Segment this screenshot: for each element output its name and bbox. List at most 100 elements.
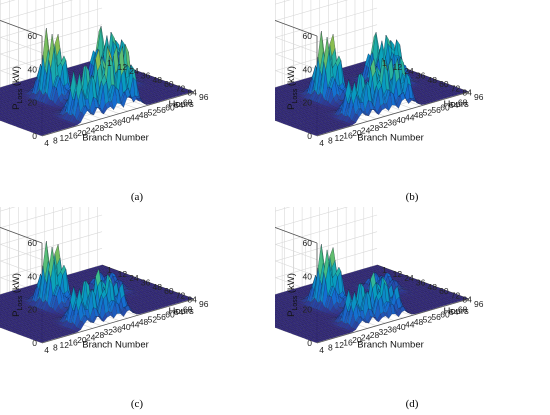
z-tick-label: 40 <box>28 64 38 74</box>
z-tick-label: 40 <box>303 64 313 74</box>
y-tick-label: 72 <box>176 83 186 93</box>
z-axis-label-unit: (kW) <box>286 66 297 89</box>
x-tick-label: 52 <box>148 107 158 117</box>
x-tick-label: 20 <box>352 128 362 138</box>
grid-line <box>0 0 102 2</box>
x-tick-label: 64 <box>449 100 459 110</box>
y-tick-label: 24 <box>404 66 414 76</box>
x-tick-label: 64 <box>174 100 184 110</box>
axis-edge <box>0 20 43 37</box>
y-tick-label: 36 <box>416 71 426 81</box>
grid-line <box>0 260 43 277</box>
grid-line <box>275 0 349 22</box>
z-axis-label-main: P <box>286 104 297 110</box>
z-axis-label-sub: Loss <box>17 88 24 103</box>
y-tick-label: 12 <box>118 62 128 72</box>
y-tick-label: 36 <box>141 71 151 81</box>
x-tick-label: 4 <box>319 138 324 148</box>
panel-caption: (a) <box>131 191 144 203</box>
grid-line <box>275 36 318 53</box>
y-axis-label: Hours <box>443 99 469 110</box>
grid-line <box>0 243 43 260</box>
x-tick-label: 8 <box>328 136 333 146</box>
x-tick-label: 68 <box>183 97 193 107</box>
z-axis-label-main: P <box>11 104 22 110</box>
z-tick-label: 20 <box>303 98 313 108</box>
x-tick-label: 32 <box>104 120 114 130</box>
chart-panel: 0 20 40 60 4 8 12 16 20 24 28 32 36 40 44 48 52 56 60 64 68 1… <box>0 207 275 414</box>
grid-line <box>0 207 102 209</box>
y-tick-label: 12 <box>393 62 403 72</box>
y-tick-label: 96 <box>199 92 209 102</box>
x-tick-label: 4 <box>44 138 49 148</box>
y-tick-label: 60 <box>164 79 174 89</box>
y-tick-label: 60 <box>439 79 449 89</box>
grid-line <box>0 207 74 229</box>
grid-line <box>0 0 74 22</box>
y-tick-label: 84 <box>462 88 472 98</box>
grid-line <box>0 207 16 212</box>
x-tick-label: 44 <box>130 113 140 123</box>
x-tick-label: 16 <box>343 130 353 140</box>
x-tick-label: 52 <box>423 107 433 117</box>
x-tick-label: 40 <box>121 115 131 125</box>
axis-edge <box>41 298 195 344</box>
loss-surface <box>275 30 469 136</box>
axis-edge <box>275 0 377 2</box>
x-tick-label: 48 <box>414 110 424 120</box>
z-tick-label: 20 <box>28 98 38 108</box>
y-tick-label: 72 <box>451 83 461 93</box>
x-tick-label: 28 <box>95 123 105 133</box>
x-tick-label: 12 <box>334 133 344 143</box>
chart-panel: 0 20 40 60 4 8 12 16 20 24 28 32 36 40 44 48 52 56 60 64 68 1… <box>0 0 275 207</box>
y-tick-label: 48 <box>153 75 163 85</box>
x-tick-label: 24 <box>361 125 371 135</box>
z-tick-label: 0 <box>32 131 37 141</box>
x-tick-label: 12 <box>59 133 69 143</box>
x-tick-label: 68 <box>458 97 468 107</box>
axis-edge <box>316 91 470 137</box>
axis-edge <box>0 207 102 209</box>
grid-line <box>0 214 103 245</box>
x-tick-label: 40 <box>396 115 406 125</box>
x-tick-label: 16 <box>68 130 78 140</box>
y-tick-label: 48 <box>428 75 438 85</box>
z-axis-label-sub: Loss <box>292 88 299 103</box>
panel-caption: (b) <box>406 191 419 203</box>
axis-edge <box>0 227 43 244</box>
y-tick-label: 1 <box>382 58 387 68</box>
x-axis-label: Branch Number <box>357 132 424 143</box>
grid-line <box>275 0 291 5</box>
y-tick-label: 24 <box>129 66 139 76</box>
x-axis-label: Branch Number <box>82 132 149 143</box>
y-tick-label: 96 <box>474 92 484 102</box>
x-tick-label: 44 <box>405 113 415 123</box>
axis-edge <box>275 20 318 37</box>
axis-edge <box>41 91 195 137</box>
y-tick-label: 1 <box>107 58 112 68</box>
x-tick-label: 36 <box>387 118 397 128</box>
z-axis-label-unit: (kW) <box>11 66 22 89</box>
grid-line <box>0 0 16 5</box>
x-tick-label: 60 <box>440 102 450 112</box>
loss-surface <box>0 25 194 136</box>
z-tick-label: 0 <box>307 131 312 141</box>
chart-panel: 0 20 40 60 4 8 12 16 20 24 28 32 36 40 44 48 52 56 60 64 68 1… <box>275 0 550 207</box>
x-tick-label: 56 <box>156 105 166 115</box>
x-tick-label: 24 <box>86 125 96 135</box>
x-tick-label: 20 <box>77 128 87 138</box>
grid-line <box>0 53 43 70</box>
z-axis-label: PLoss (kW) <box>11 66 24 110</box>
z-tick-label: 60 <box>28 31 38 41</box>
x-tick-label: 8 <box>53 136 58 146</box>
x-tick-label: 28 <box>370 123 380 133</box>
z-axis-label: PLoss (kW) <box>286 66 299 110</box>
surface-patch <box>313 133 320 136</box>
axis-edge <box>0 0 102 2</box>
